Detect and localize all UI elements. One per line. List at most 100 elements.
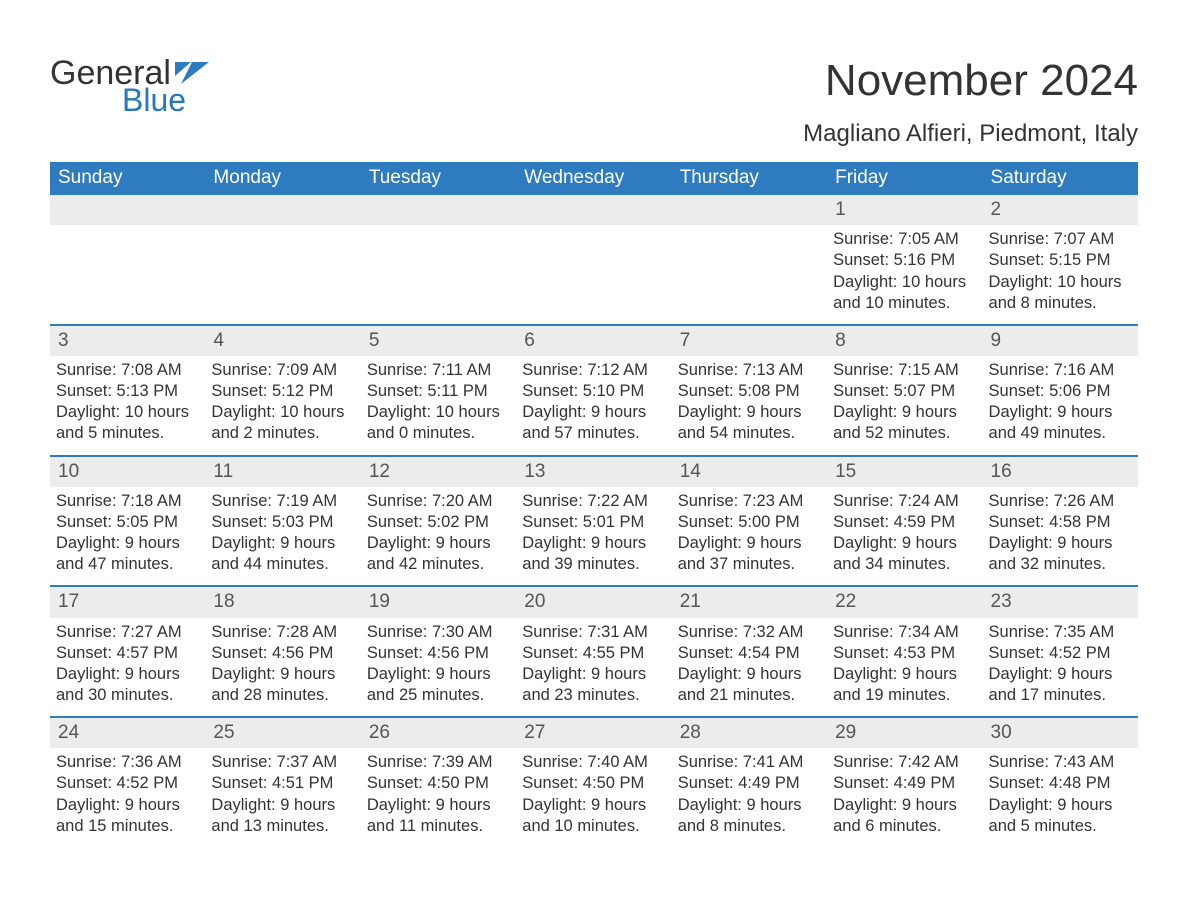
day-body: Sunrise: 7:12 AMSunset: 5:10 PMDaylight:… <box>522 360 665 444</box>
day-number: 4 <box>205 326 360 356</box>
day-number: 12 <box>361 457 516 487</box>
calendar-day: 21Sunrise: 7:32 AMSunset: 4:54 PMDayligh… <box>672 587 827 716</box>
daylight-line: Daylight: 9 hours and 13 minutes. <box>211 795 354 837</box>
day-number: 28 <box>672 718 827 748</box>
calendar-day-empty <box>516 195 671 324</box>
calendar-day: 15Sunrise: 7:24 AMSunset: 4:59 PMDayligh… <box>827 457 982 586</box>
sunset-line: Sunset: 5:13 PM <box>56 381 199 402</box>
calendar-day: 23Sunrise: 7:35 AMSunset: 4:52 PMDayligh… <box>983 587 1138 716</box>
calendar-day: 26 Sunrise: 7:39 AMSunset: 4:50 PMDayligh… <box>361 718 516 847</box>
day-number: 27 <box>516 718 671 748</box>
sunset-line: Sunset: 5:10 PM <box>522 381 665 402</box>
daylight-line: Daylight: 9 hours and 30 minutes. <box>56 664 199 706</box>
calendar-day: 2Sunrise: 7:07 AMSunset: 5:15 PMDaylight… <box>983 195 1138 324</box>
sunset-line: Sunset: 4:58 PM <box>989 512 1132 533</box>
sunset-line: Sunset: 5:16 PM <box>833 250 976 271</box>
sunset-line: Sunset: 4:59 PM <box>833 512 976 533</box>
day-number: 11 <box>205 457 360 487</box>
calendar-day: 17Sunrise: 7:27 AMSunset: 4:57 PMDayligh… <box>50 587 205 716</box>
day-body: Sunrise: 7:43 AMSunset: 4:48 PMDaylight:… <box>989 752 1132 836</box>
sunrise-line: Sunrise: 7:11 AM <box>367 360 510 381</box>
daylight-line: Daylight: 9 hours and 6 minutes. <box>833 795 976 837</box>
sunrise-line: Sunrise: 7:32 AM <box>678 622 821 643</box>
sunrise-line: Sunrise: 7:13 AM <box>678 360 821 381</box>
sunset-line: Sunset: 5:03 PM <box>211 512 354 533</box>
day-number <box>672 195 827 225</box>
day-body: Sunrise: 7:09 AMSunset: 5:12 PMDaylight:… <box>211 360 354 444</box>
day-body: Sunrise: 7:42 AMSunset: 4:49 PMDaylight:… <box>833 752 976 836</box>
sunrise-line: Sunrise: 7:43 AM <box>989 752 1132 773</box>
day-number: 26 <box>361 718 516 748</box>
daylight-line: Daylight: 9 hours and 57 minutes. <box>522 402 665 444</box>
daylight-line: Daylight: 9 hours and 10 minutes. <box>522 795 665 837</box>
day-number: 18 <box>205 587 360 617</box>
day-body: Sunrise: 7:08 AMSunset: 5:13 PMDaylight:… <box>56 360 199 444</box>
day-body: Sunrise: 7:19 AMSunset: 5:03 PMDaylight:… <box>211 491 354 575</box>
day-number: 6 <box>516 326 671 356</box>
calendar-day: 29Sunrise: 7:42 AMSunset: 4:49 PMDayligh… <box>827 718 982 847</box>
sunset-line: Sunset: 5:01 PM <box>522 512 665 533</box>
calendar-day: 18Sunrise: 7:28 AMSunset: 4:56 PMDayligh… <box>205 587 360 716</box>
daylight-line: Daylight: 9 hours and 54 minutes. <box>678 402 821 444</box>
calendar-day: 14Sunrise: 7:23 AMSunset: 5:00 PMDayligh… <box>672 457 827 586</box>
day-body: Sunrise: 7:39 AMSunset: 4:50 PMDaylight:… <box>367 752 510 836</box>
sunrise-line: Sunrise: 7:22 AM <box>522 491 665 512</box>
sunset-line: Sunset: 5:05 PM <box>56 512 199 533</box>
weekday-header: Tuesday <box>361 162 516 195</box>
day-body: Sunrise: 7:22 AMSunset: 5:01 PMDaylight:… <box>522 491 665 575</box>
daylight-line: Daylight: 9 hours and 37 minutes. <box>678 533 821 575</box>
sunrise-line: Sunrise: 7:19 AM <box>211 491 354 512</box>
calendar-day: 3Sunrise: 7:08 AMSunset: 5:13 PMDaylight… <box>50 326 205 455</box>
calendar-day: 30Sunrise: 7:43 AMSunset: 4:48 PMDayligh… <box>983 718 1138 847</box>
sunset-line: Sunset: 4:49 PM <box>833 773 976 794</box>
calendar-day: 4 Sunrise: 7:09 AMSunset: 5:12 PMDaylight… <box>205 326 360 455</box>
day-body: Sunrise: 7:36 AMSunset: 4:52 PMDaylight:… <box>56 752 199 836</box>
sunset-line: Sunset: 5:11 PM <box>367 381 510 402</box>
calendar-page: General Blue November 2024 Magliano Alfi… <box>0 0 1188 887</box>
calendar-day: 16 Sunrise: 7:26 AMSunset: 4:58 PMDayligh… <box>983 457 1138 586</box>
daylight-line: Daylight: 9 hours and 47 minutes. <box>56 533 199 575</box>
daylight-line: Daylight: 10 hours and 2 minutes. <box>211 402 354 444</box>
brand-word-2: Blue <box>122 84 209 116</box>
day-body: Sunrise: 7:35 AMSunset: 4:52 PMDaylight:… <box>989 622 1132 706</box>
daylight-line: Daylight: 10 hours and 10 minutes. <box>833 272 976 314</box>
daylight-line: Daylight: 9 hours and 21 minutes. <box>678 664 821 706</box>
day-number: 17 <box>50 587 205 617</box>
sunset-line: Sunset: 4:52 PM <box>56 773 199 794</box>
header: General Blue November 2024 Magliano Alfi… <box>50 56 1138 148</box>
sunrise-line: Sunrise: 7:41 AM <box>678 752 821 773</box>
calendar-week: 10Sunrise: 7:18 AMSunset: 5:05 PMDayligh… <box>50 455 1138 586</box>
calendar-day: 9Sunrise: 7:16 AMSunset: 5:06 PMDaylight… <box>983 326 1138 455</box>
day-body: Sunrise: 7:15 AMSunset: 5:07 PMDaylight:… <box>833 360 976 444</box>
daylight-line: Daylight: 9 hours and 32 minutes. <box>989 533 1132 575</box>
day-body: Sunrise: 7:11 AMSunset: 5:11 PMDaylight:… <box>367 360 510 444</box>
calendar-week: 3Sunrise: 7:08 AMSunset: 5:13 PMDaylight… <box>50 324 1138 455</box>
sunset-line: Sunset: 4:55 PM <box>522 643 665 664</box>
sunrise-line: Sunrise: 7:39 AM <box>367 752 510 773</box>
sunrise-line: Sunrise: 7:42 AM <box>833 752 976 773</box>
sunset-line: Sunset: 4:48 PM <box>989 773 1132 794</box>
sunset-line: Sunset: 4:51 PM <box>211 773 354 794</box>
sunset-line: Sunset: 4:49 PM <box>678 773 821 794</box>
sunset-line: Sunset: 5:08 PM <box>678 381 821 402</box>
sunrise-line: Sunrise: 7:05 AM <box>833 229 976 250</box>
sunrise-line: Sunrise: 7:40 AM <box>522 752 665 773</box>
calendar-day: 27Sunrise: 7:40 AMSunset: 4:50 PMDayligh… <box>516 718 671 847</box>
day-number: 7 <box>672 326 827 356</box>
calendar-week: 17Sunrise: 7:27 AMSunset: 4:57 PMDayligh… <box>50 585 1138 716</box>
day-number: 16 <box>983 457 1138 487</box>
sunrise-line: Sunrise: 7:24 AM <box>833 491 976 512</box>
day-number: 21 <box>672 587 827 617</box>
calendar-day: 11 Sunrise: 7:19 AMSunset: 5:03 PMDayligh… <box>205 457 360 586</box>
sunrise-line: Sunrise: 7:23 AM <box>678 491 821 512</box>
sunrise-line: Sunrise: 7:26 AM <box>989 491 1132 512</box>
daylight-line: Daylight: 9 hours and 23 minutes. <box>522 664 665 706</box>
calendar-day: 19Sunrise: 7:30 AMSunset: 4:56 PMDayligh… <box>361 587 516 716</box>
day-number: 13 <box>516 457 671 487</box>
sunset-line: Sunset: 4:56 PM <box>211 643 354 664</box>
calendar-week: 1Sunrise: 7:05 AMSunset: 5:16 PMDaylight… <box>50 195 1138 324</box>
daylight-line: Daylight: 9 hours and 8 minutes. <box>678 795 821 837</box>
sunrise-line: Sunrise: 7:37 AM <box>211 752 354 773</box>
sunrise-line: Sunrise: 7:07 AM <box>989 229 1132 250</box>
sunset-line: Sunset: 4:50 PM <box>367 773 510 794</box>
